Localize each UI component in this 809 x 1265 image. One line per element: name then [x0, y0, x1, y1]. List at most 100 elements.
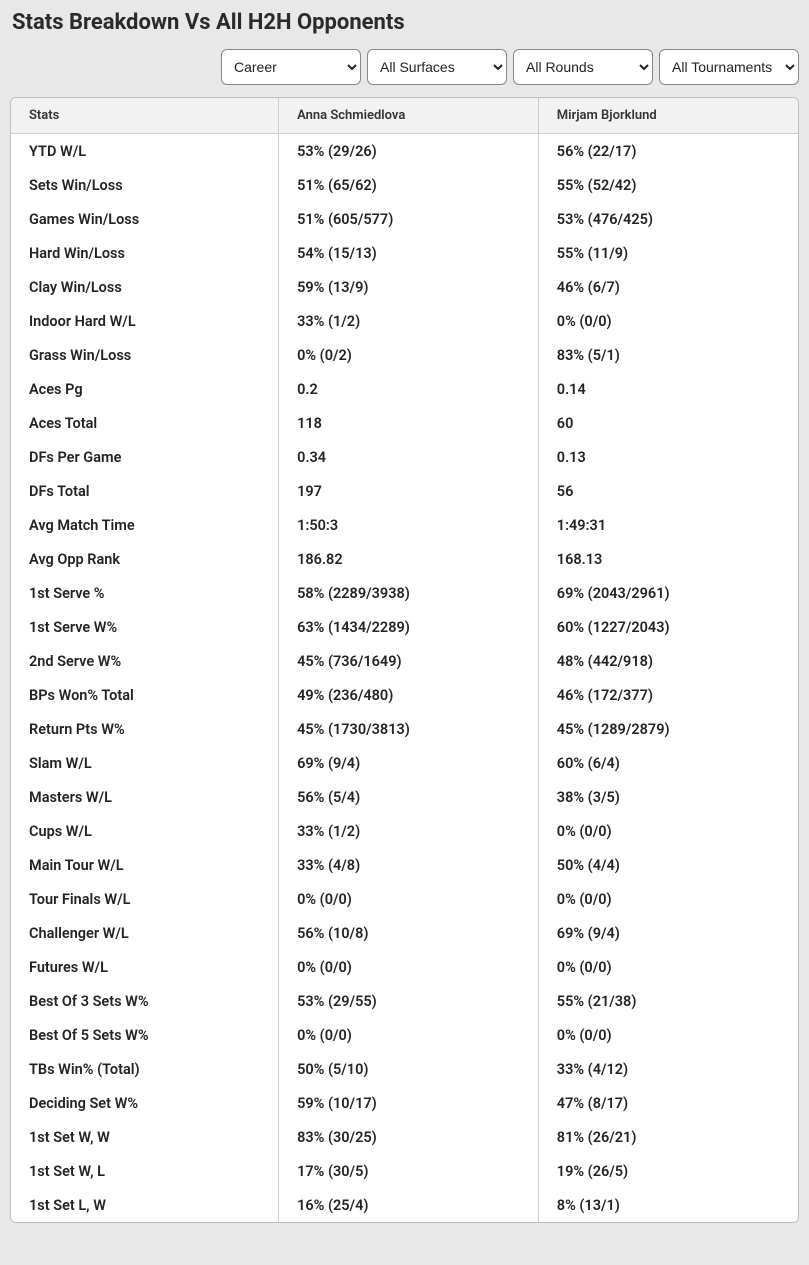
- round-select[interactable]: All Rounds: [513, 49, 653, 85]
- table-row: Sets Win/Loss51% (65/62)55% (52/42): [11, 168, 798, 202]
- header-player2: Mirjam Bjorklund: [538, 98, 798, 134]
- table-row: Avg Match Time1:50:31:49:31: [11, 508, 798, 542]
- table-row: Main Tour W/L33% (4/8)50% (4/4): [11, 848, 798, 882]
- stat-label: Return Pts W%: [11, 712, 279, 746]
- stat-label: 2nd Serve W%: [11, 644, 279, 678]
- stat-label: 1st Serve W%: [11, 610, 279, 644]
- player1-value: 50% (5/10): [279, 1052, 539, 1086]
- player1-value: 1:50:3: [279, 508, 539, 542]
- player2-value: 46% (6/7): [538, 270, 798, 304]
- player2-value: 0% (0/0): [538, 814, 798, 848]
- table-header-row: Stats Anna Schmiedlova Mirjam Bjorklund: [11, 98, 798, 134]
- player1-value: 63% (1434/2289): [279, 610, 539, 644]
- table-row: BPs Won% Total49% (236/480)46% (172/377): [11, 678, 798, 712]
- player1-value: 0.34: [279, 440, 539, 474]
- player2-value: 60% (6/4): [538, 746, 798, 780]
- stat-label: Tour Finals W/L: [11, 882, 279, 916]
- stat-label: Indoor Hard W/L: [11, 304, 279, 338]
- player2-value: 60% (1227/2043): [538, 610, 798, 644]
- player1-value: 45% (736/1649): [279, 644, 539, 678]
- stat-label: Best Of 5 Sets W%: [11, 1018, 279, 1052]
- player1-value: 33% (4/8): [279, 848, 539, 882]
- player2-value: 47% (8/17): [538, 1086, 798, 1120]
- table-row: Games Win/Loss51% (605/577)53% (476/425): [11, 202, 798, 236]
- stat-label: Aces Total: [11, 406, 279, 440]
- table-row: Best Of 5 Sets W%0% (0/0)0% (0/0): [11, 1018, 798, 1052]
- table-row: DFs Total19756: [11, 474, 798, 508]
- table-row: 1st Serve W%63% (1434/2289)60% (1227/204…: [11, 610, 798, 644]
- stats-table-body: YTD W/L53% (29/26)56% (22/17)Sets Win/Lo…: [11, 134, 798, 1223]
- stat-label: 1st Set W, L: [11, 1154, 279, 1188]
- player1-value: 49% (236/480): [279, 678, 539, 712]
- table-row: Aces Pg0.20.14: [11, 372, 798, 406]
- stat-label: Masters W/L: [11, 780, 279, 814]
- player1-value: 33% (1/2): [279, 304, 539, 338]
- player2-value: 55% (21/38): [538, 984, 798, 1018]
- player1-value: 0% (0/0): [279, 1018, 539, 1052]
- player2-value: 81% (26/21): [538, 1120, 798, 1154]
- table-row: Aces Total11860: [11, 406, 798, 440]
- stat-label: DFs Total: [11, 474, 279, 508]
- stat-label: Best Of 3 Sets W%: [11, 984, 279, 1018]
- player1-value: 59% (13/9): [279, 270, 539, 304]
- player1-value: 118: [279, 406, 539, 440]
- player1-value: 33% (1/2): [279, 814, 539, 848]
- stats-table-container: Stats Anna Schmiedlova Mirjam Bjorklund …: [10, 97, 799, 1223]
- table-row: 1st Serve %58% (2289/3938)69% (2043/2961…: [11, 576, 798, 610]
- table-row: 1st Set W, W83% (30/25)81% (26/21): [11, 1120, 798, 1154]
- table-row: Tour Finals W/L0% (0/0)0% (0/0): [11, 882, 798, 916]
- player2-value: 50% (4/4): [538, 848, 798, 882]
- player1-value: 69% (9/4): [279, 746, 539, 780]
- table-row: Clay Win/Loss59% (13/9)46% (6/7): [11, 270, 798, 304]
- table-row: Return Pts W%45% (1730/3813)45% (1289/28…: [11, 712, 798, 746]
- stat-label: TBs Win% (Total): [11, 1052, 279, 1086]
- stats-table: Stats Anna Schmiedlova Mirjam Bjorklund …: [11, 98, 798, 1222]
- table-row: Cups W/L33% (1/2)0% (0/0): [11, 814, 798, 848]
- player1-value: 51% (605/577): [279, 202, 539, 236]
- stat-label: DFs Per Game: [11, 440, 279, 474]
- player1-value: 0% (0/2): [279, 338, 539, 372]
- surface-select[interactable]: All Surfaces: [367, 49, 507, 85]
- filters-bar: Career All Surfaces All Rounds All Tourn…: [10, 49, 799, 85]
- page-title: Stats Breakdown Vs All H2H Opponents: [12, 10, 799, 35]
- player2-value: 0.13: [538, 440, 798, 474]
- stat-label: 1st Set W, W: [11, 1120, 279, 1154]
- player1-value: 17% (30/5): [279, 1154, 539, 1188]
- stat-label: 1st Set L, W: [11, 1188, 279, 1222]
- table-row: 2nd Serve W%45% (736/1649)48% (442/918): [11, 644, 798, 678]
- player2-value: 45% (1289/2879): [538, 712, 798, 746]
- player2-value: 60: [538, 406, 798, 440]
- player1-value: 53% (29/55): [279, 984, 539, 1018]
- player2-value: 0% (0/0): [538, 950, 798, 984]
- player1-value: 197: [279, 474, 539, 508]
- player1-value: 0.2: [279, 372, 539, 406]
- table-row: DFs Per Game0.340.13: [11, 440, 798, 474]
- player2-value: 55% (52/42): [538, 168, 798, 202]
- player1-value: 0% (0/0): [279, 950, 539, 984]
- tournament-select[interactable]: All Tournaments: [659, 49, 799, 85]
- stat-label: Hard Win/Loss: [11, 236, 279, 270]
- table-row: Slam W/L69% (9/4)60% (6/4): [11, 746, 798, 780]
- player2-value: 48% (442/918): [538, 644, 798, 678]
- player1-value: 59% (10/17): [279, 1086, 539, 1120]
- stat-label: BPs Won% Total: [11, 678, 279, 712]
- header-stats: Stats: [11, 98, 279, 134]
- player1-value: 83% (30/25): [279, 1120, 539, 1154]
- stat-label: Avg Opp Rank: [11, 542, 279, 576]
- table-row: Challenger W/L56% (10/8)69% (9/4): [11, 916, 798, 950]
- table-row: Grass Win/Loss0% (0/2)83% (5/1): [11, 338, 798, 372]
- period-select[interactable]: Career: [221, 49, 361, 85]
- stat-label: Deciding Set W%: [11, 1086, 279, 1120]
- player2-value: 0.14: [538, 372, 798, 406]
- player1-value: 0% (0/0): [279, 882, 539, 916]
- player2-value: 1:49:31: [538, 508, 798, 542]
- player2-value: 0% (0/0): [538, 882, 798, 916]
- table-row: Indoor Hard W/L33% (1/2)0% (0/0): [11, 304, 798, 338]
- player1-value: 54% (15/13): [279, 236, 539, 270]
- player2-value: 0% (0/0): [538, 1018, 798, 1052]
- player2-value: 53% (476/425): [538, 202, 798, 236]
- stat-label: Cups W/L: [11, 814, 279, 848]
- player2-value: 69% (9/4): [538, 916, 798, 950]
- player2-value: 0% (0/0): [538, 304, 798, 338]
- table-row: Deciding Set W%59% (10/17)47% (8/17): [11, 1086, 798, 1120]
